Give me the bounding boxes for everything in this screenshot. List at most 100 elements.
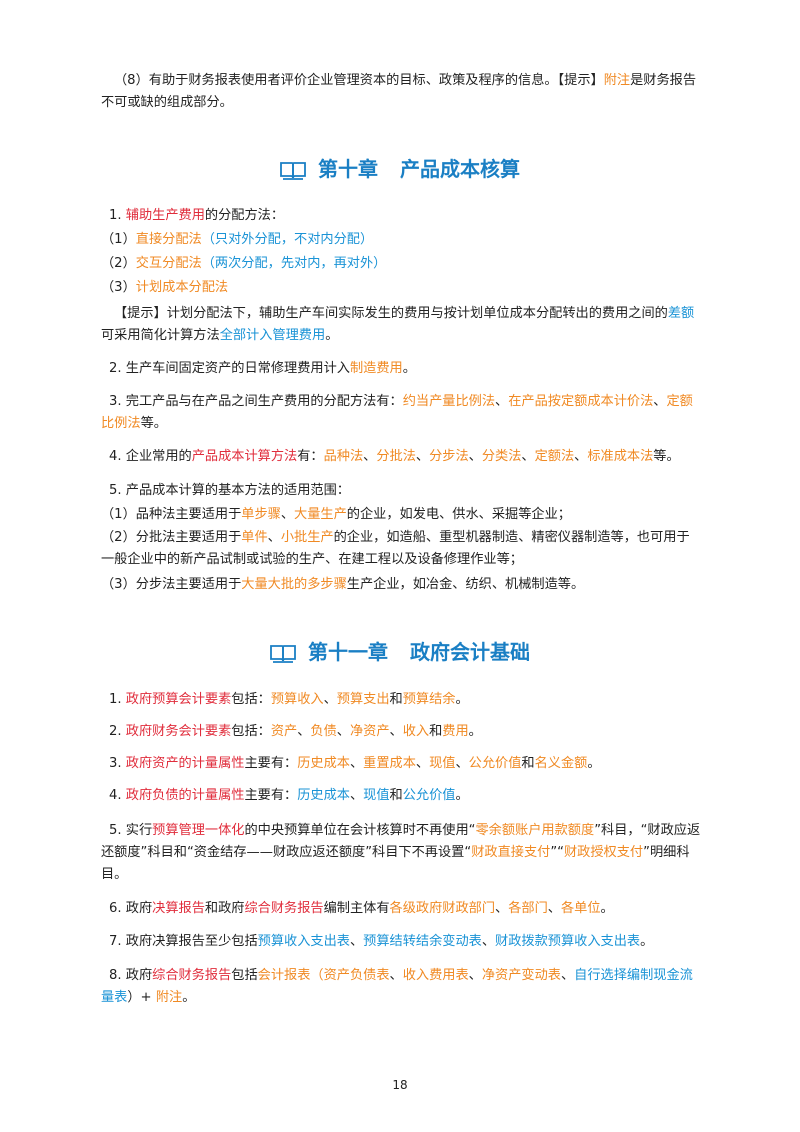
text-run: 分批法 — [376, 449, 416, 464]
list-item: 5. 实行预算管理一体化的中央预算单位在会计核算时不再使用“零余额账户用款额度”… — [101, 820, 701, 886]
text-run: 零余额账户用款额度 — [475, 823, 595, 838]
text-run: 、 — [495, 394, 509, 409]
text-run: 。 — [182, 990, 196, 1005]
text-run: 、 — [389, 724, 403, 739]
list-item: 2. 政府财务会计要素包括：资产、负债、净资产、收入和费用。 — [101, 721, 701, 743]
text-run: 定额法 — [534, 449, 575, 464]
text-run: 直接分配法 — [135, 232, 202, 247]
text-run: 编制主体有 — [323, 901, 390, 916]
text-run: 自行选择编制现金流量表 — [101, 968, 693, 1005]
text-run: （1） — [101, 232, 136, 247]
text-run: ”“ — [550, 845, 564, 860]
text-run: 1. — [109, 692, 126, 707]
text-run: 预算管理一体化 — [152, 823, 245, 838]
chapter-10-heading: 第十章 产品成本核算 — [0, 154, 800, 188]
text-run: 预算支出 — [336, 692, 390, 707]
list-item: （3）分步法主要适用于大量大批的多步骤生产企业，如冶金、纺织、机械制造等。 — [101, 575, 701, 595]
text-run: 定额比例法 — [101, 394, 693, 431]
text-run: 分步法 — [429, 449, 469, 464]
list-item: （2）交互分配法（两次分配，先对内，再对外） — [101, 254, 701, 274]
text-run: 。 — [402, 361, 416, 376]
text-run: 2. — [109, 724, 126, 739]
list-item: 6. 政府决算报告和政府综合财务报告编制主体有各级政府财政部门、各部门、各单位。 — [101, 898, 701, 920]
text-run: 包括： — [231, 724, 271, 739]
text-run: （1）品种法主要适用于 — [101, 507, 242, 522]
text-run: 历史成本 — [297, 788, 350, 803]
text-run: 制造费用 — [349, 361, 403, 376]
text-run: 财政授权支付 — [564, 845, 644, 860]
text-run: 计划成本分配法 — [135, 280, 229, 295]
text-run: 负债 — [310, 724, 337, 739]
text-run: 【提示】计划分配法下，辅助生产车间实际发生的费用与按计划单位成本分配转出的费用之… — [114, 306, 668, 321]
text-run: 2. 生产车间固定资产的日常修理费用计入 — [109, 361, 350, 376]
text-run: 预算结转结余变动表 — [363, 934, 482, 949]
list-item: 7. 政府决算报告至少包括预算收入支出表、预算结转结余变动表、财政拨款预算收入支… — [101, 931, 701, 953]
intro-text: （8）有助于财务报表使用者评价企业管理资本的目标、政策及程序的信息。【提示】 — [114, 73, 604, 88]
text-run: 产品成本计算方法 — [191, 449, 298, 464]
text-run: 、 — [574, 449, 588, 464]
text-run: 主要有： — [244, 756, 298, 771]
chapter-title: 产品成本核算 — [400, 157, 520, 181]
text-run: 全部计入管理费用 — [219, 328, 326, 343]
text-run: 和 — [389, 788, 403, 803]
text-run: 净资产变动表 — [481, 968, 561, 983]
text-run: 、 — [349, 934, 364, 949]
text-run: 公允价值 — [468, 756, 522, 771]
text-run: 标准成本法 — [587, 449, 654, 464]
intro-text: 是财务报告不可或缺的组成部分。 — [101, 73, 697, 110]
text-run: 名义金额 — [534, 756, 588, 771]
text-run: 、 — [280, 507, 295, 522]
text-run: 综合财务报告 — [152, 968, 232, 983]
text-run: 辅助生产费用 — [125, 208, 205, 223]
text-run: （3）分步法主要适用于 — [101, 577, 242, 592]
text-run: 、 — [547, 901, 561, 916]
text-run: 、 — [323, 692, 337, 707]
list-item: 3. 完工产品与在产品之间生产费用的分配方法有：约当产量比例法、在产品按定额成本… — [101, 391, 701, 435]
text-run: 和 — [429, 724, 443, 739]
text-run: 包括 — [231, 968, 258, 983]
text-run: （2） — [101, 256, 136, 271]
text-run: 、 — [349, 788, 364, 803]
text-run: 预算收入支出表 — [257, 934, 350, 949]
text-run: 财政拨款预算收入支出表 — [495, 934, 641, 949]
text-run: （两次分配，先对内，再对外） — [201, 256, 387, 271]
list-item: 1. 辅助生产费用的分配方法： — [101, 206, 701, 226]
text-run: 交互分配法 — [135, 256, 202, 271]
list-item: （3）计划成本分配法 — [101, 278, 701, 298]
open-book-icon — [270, 641, 296, 671]
text-run: （3） — [101, 280, 136, 295]
text-run: 等。 — [653, 449, 680, 464]
text-run: 、 — [336, 724, 350, 739]
text-run: （2）分批法主要适用于 — [101, 530, 242, 545]
text-run: 3. 完工产品与在产品之间生产费用的分配方法有： — [109, 394, 403, 409]
chapter-title: 政府会计基础 — [410, 640, 530, 664]
text-run: 、 — [455, 756, 469, 771]
text-run: 预算结余 — [402, 692, 456, 707]
text-run: 分类法 — [481, 449, 522, 464]
text-run: 各单位 — [560, 901, 601, 916]
text-run: 单步骤 — [241, 507, 281, 522]
text-run: 的分配方法： — [204, 208, 285, 223]
text-run: 、 — [415, 756, 430, 771]
text-run: 政府资产的计量属性 — [125, 756, 245, 771]
text-run: ”明细科目。 — [101, 845, 690, 882]
text-run: 的企业，如造船、重型机器制造、精密仪器制造等，也可用于一般企业中的新产品试制或试… — [101, 530, 690, 567]
text-run: 大量生产 — [294, 507, 347, 522]
text-run: 5. 实行 — [109, 823, 153, 838]
list-item: 3. 政府资产的计量属性主要有：历史成本、重置成本、现值、公允价值和名义金额。 — [101, 753, 701, 775]
text-run: ）+ — [127, 990, 156, 1005]
text-run: 综合财务报告 — [244, 901, 324, 916]
text-run: 附注 — [155, 990, 183, 1005]
text-run: 、 — [363, 449, 377, 464]
text-run: 公允价值 — [402, 788, 456, 803]
text-run: 现值 — [363, 788, 390, 803]
text-run: 、 — [297, 724, 311, 739]
list-item: 8. 政府综合财务报告包括会计报表（资产负债表、收入费用表、净资产变动表、自行选… — [101, 965, 701, 1009]
text-run: 资产 — [270, 724, 298, 739]
list-item: （1）品种法主要适用于单步骤、大量生产的企业，如发电、供水、采掘等企业； — [101, 505, 701, 525]
text-run: 。 — [600, 901, 614, 916]
text-run: 收入 — [402, 724, 430, 739]
text-run: 8. 政府 — [109, 968, 153, 983]
chapter-11-heading: 第十一章 政府会计基础 — [0, 637, 800, 671]
text-run: 5. 产品成本计算的基本方法的适用范围： — [109, 483, 350, 498]
